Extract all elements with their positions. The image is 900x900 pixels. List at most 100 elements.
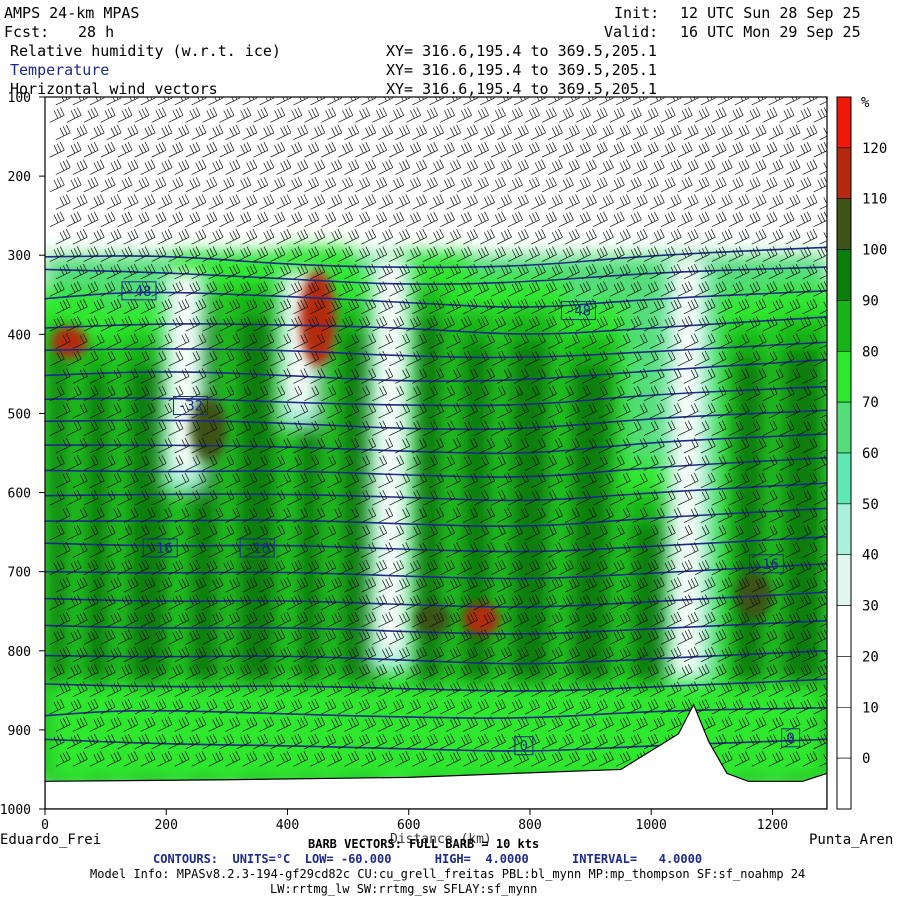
wind-barb <box>134 455 150 471</box>
wind-barb <box>796 211 812 228</box>
wind-barb <box>202 664 218 680</box>
wind-barb <box>700 542 716 558</box>
wind-barb <box>225 298 241 315</box>
wind-barb <box>429 751 444 767</box>
wind-barb <box>378 229 394 245</box>
wind-barb <box>751 229 767 245</box>
wind-barb <box>123 577 139 593</box>
wind-barb <box>304 350 320 367</box>
wind-barb <box>49 316 65 332</box>
wind-barb <box>372 107 388 123</box>
wind-barb <box>236 594 252 610</box>
wind-barb <box>768 298 784 315</box>
wind-barb <box>389 733 405 750</box>
wind-barb <box>242 542 258 558</box>
wind-barb <box>530 646 546 663</box>
wind-barb <box>293 403 309 419</box>
wind-barb <box>378 263 394 280</box>
wind-barb <box>270 420 286 436</box>
wind-barb <box>609 316 625 332</box>
wind-barb <box>491 316 506 332</box>
wind-barb <box>751 333 767 349</box>
wind-barb <box>507 455 523 471</box>
wind-barb <box>191 507 207 523</box>
wind-barb <box>395 97 411 106</box>
wind-barb <box>463 681 478 697</box>
wind-barb <box>327 194 343 210</box>
wind-barb <box>157 472 173 489</box>
wind-barb <box>632 124 648 141</box>
wind-barb <box>615 646 631 663</box>
wind-barb <box>626 698 642 715</box>
wind-barb <box>89 751 105 767</box>
y-tick-label: 500 <box>8 407 31 422</box>
wind-barb <box>89 263 105 280</box>
wind-barb <box>219 490 235 506</box>
wind-barb <box>395 298 411 315</box>
wind-barb <box>530 611 546 628</box>
wind-barb <box>632 263 648 280</box>
wind-barb <box>327 751 343 767</box>
wind-barb <box>55 437 71 454</box>
wind-barb <box>632 403 648 419</box>
wind-barb <box>751 194 767 210</box>
wind-barb <box>429 507 444 523</box>
wind-barb <box>457 559 472 576</box>
wind-barb <box>219 664 235 680</box>
wind-barb <box>140 577 156 593</box>
wind-barb <box>66 490 82 506</box>
wind-barb <box>89 97 105 106</box>
wind-barb <box>72 403 88 419</box>
wind-barb <box>660 559 676 576</box>
wind-barb <box>287 629 303 645</box>
rh-core-7 <box>414 603 451 635</box>
wind-barb <box>547 298 563 315</box>
wind-barb <box>327 403 343 419</box>
wind-barb <box>745 455 761 471</box>
wind-barb <box>615 229 631 245</box>
wind-barb <box>768 437 784 454</box>
wind-barb <box>632 646 648 663</box>
wind-barb <box>259 403 275 419</box>
wind-barb <box>541 211 557 228</box>
wind-barb <box>632 437 648 454</box>
wind-barb <box>304 176 320 193</box>
wind-barb <box>202 316 218 332</box>
wind-barb <box>463 403 478 419</box>
wind-barb <box>106 368 122 384</box>
wind-barb <box>327 681 343 697</box>
wind-barb <box>497 437 512 454</box>
wind-barb <box>423 211 438 228</box>
wind-barb <box>242 611 258 628</box>
wind-barb <box>802 577 818 593</box>
wind-barb <box>762 698 778 715</box>
wind-barb <box>185 664 201 680</box>
wind-barb <box>83 629 99 645</box>
wind-barb <box>677 490 693 506</box>
wind-barb <box>253 698 269 715</box>
wind-barb <box>378 194 394 210</box>
wind-barb <box>592 385 608 402</box>
wind-barb <box>174 751 190 767</box>
wind-barb <box>711 664 727 680</box>
wind-barb <box>802 437 818 454</box>
wind-barb <box>558 594 574 610</box>
wind-barb <box>327 507 343 523</box>
wind-barb <box>677 698 693 715</box>
temperature-label-box-2 <box>172 396 208 416</box>
wind-barb <box>796 524 812 541</box>
wind-barb <box>123 751 139 767</box>
wind-barb <box>745 524 761 541</box>
wind-barb <box>406 316 422 332</box>
wind-barb <box>694 629 710 645</box>
wind-barb <box>151 246 167 262</box>
wind-barb <box>55 368 71 384</box>
wind-barb <box>626 350 642 367</box>
wind-barb <box>632 681 648 697</box>
wind-barb <box>378 298 394 315</box>
wind-barb <box>406 698 422 715</box>
wind-barb <box>321 490 337 506</box>
wind-barb <box>649 333 665 349</box>
wind-barb <box>440 455 455 471</box>
wind-barb <box>491 698 506 715</box>
